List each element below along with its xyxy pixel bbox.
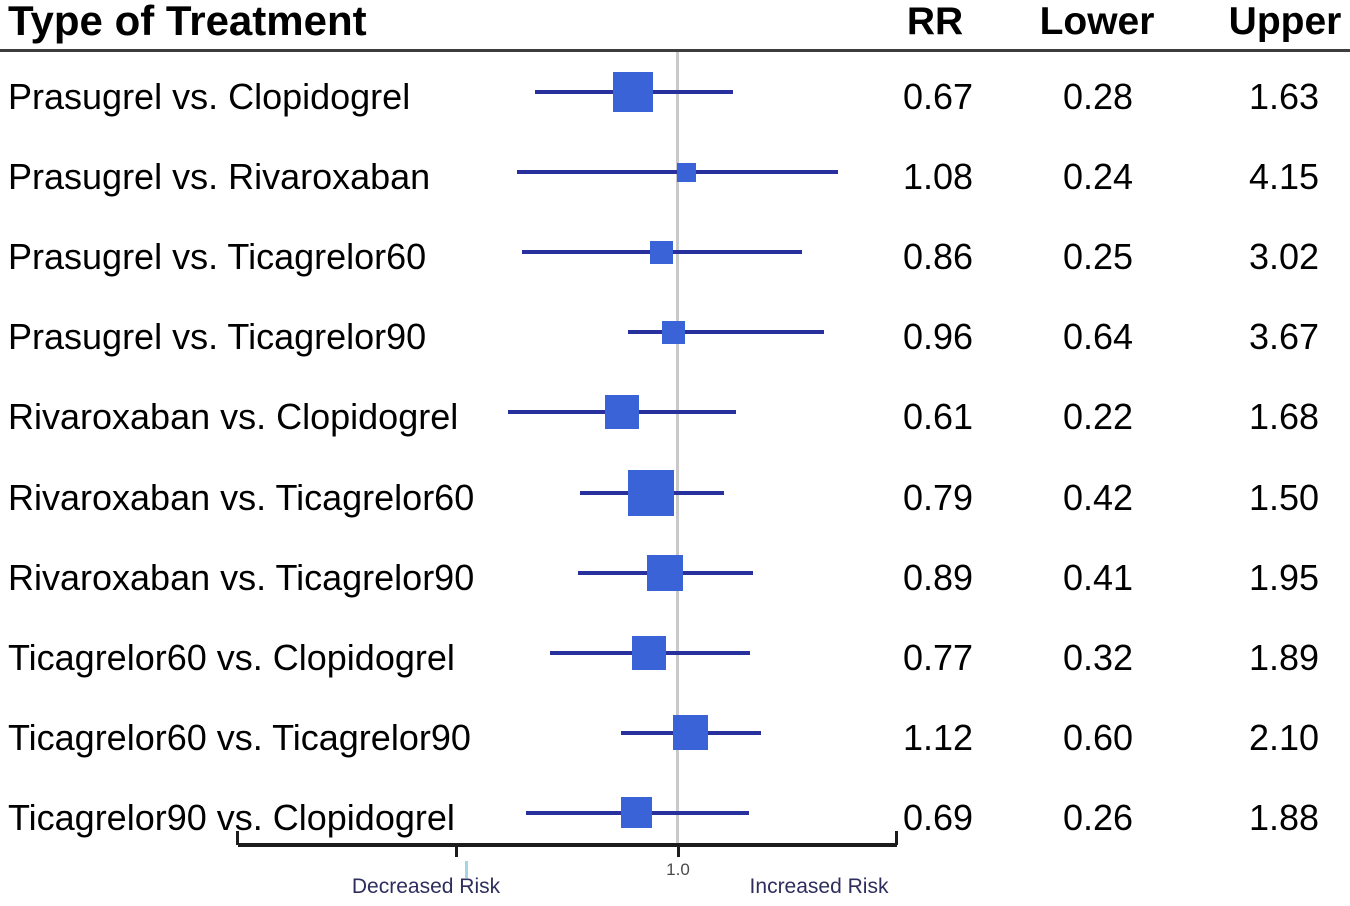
column-header-lower: Lower (1039, 0, 1155, 43)
ci-line (627, 330, 825, 335)
point-estimate-marker (646, 554, 683, 591)
decreased-risk-label: Decreased Risk (351, 875, 501, 898)
point-estimate-marker (631, 635, 666, 670)
lower-value: 0.42 (1062, 476, 1134, 518)
lower-value: 0.41 (1062, 556, 1134, 598)
x-axis-line (237, 843, 897, 847)
rr-value: 0.89 (902, 556, 974, 598)
treatment-label: Prasugrel vs. Clopidogrel (8, 76, 411, 117)
axis-end-tick (236, 831, 240, 845)
axis-tick (455, 845, 459, 857)
lower-value: 0.25 (1062, 236, 1134, 278)
treatment-label: Prasugrel vs. Ticagrelor60 (8, 236, 427, 278)
faint-minor-tick (464, 861, 468, 878)
lower-value: 0.60 (1062, 716, 1134, 758)
rr-value: 1.12 (902, 716, 974, 758)
point-estimate-marker (628, 469, 675, 516)
increased-risk-label: Increased Risk (749, 875, 889, 898)
point-estimate-marker (620, 797, 652, 829)
axis-ref-tick-label: 1.0 (666, 860, 690, 879)
rr-value: 0.86 (902, 236, 974, 278)
rr-value: 0.67 (902, 76, 974, 117)
treatment-label: Prasugrel vs. Ticagrelor90 (8, 316, 427, 358)
upper-value: 1.89 (1248, 636, 1320, 678)
header-divider (0, 49, 1350, 52)
upper-value: 3.67 (1248, 316, 1320, 358)
upper-value: 4.15 (1248, 156, 1320, 198)
lower-value: 0.22 (1062, 396, 1134, 438)
treatment-label: Ticagrelor60 vs. Ticagrelor90 (8, 716, 471, 758)
point-estimate-marker (673, 715, 709, 751)
rr-value: 1.08 (902, 156, 974, 198)
axis-tick (676, 845, 680, 857)
point-estimate-marker (612, 72, 653, 112)
upper-value: 1.50 (1248, 476, 1320, 518)
upper-value: 1.88 (1248, 796, 1320, 838)
reference-line (676, 52, 679, 845)
treatment-label: Rivaroxaban vs. Ticagrelor60 (8, 476, 475, 518)
treatment-label: Rivaroxaban vs. Ticagrelor90 (8, 556, 475, 598)
point-estimate-marker (661, 320, 685, 344)
axis-end-tick (895, 831, 899, 845)
lower-value: 0.64 (1062, 316, 1134, 358)
column-header-treatment: Type of Treatment (8, 0, 367, 44)
upper-value: 1.68 (1248, 396, 1320, 438)
rr-value: 0.96 (902, 316, 974, 358)
column-header-rr: RR (906, 0, 964, 43)
upper-value: 1.63 (1248, 76, 1320, 117)
upper-value: 3.02 (1248, 236, 1320, 278)
upper-value: 1.95 (1248, 556, 1320, 598)
upper-value: 2.10 (1248, 716, 1320, 758)
treatment-label: Rivaroxaban vs. Clopidogrel (8, 396, 459, 438)
rr-value: 0.61 (902, 396, 974, 438)
treatment-label: Ticagrelor60 vs. Clopidogrel (8, 636, 455, 678)
treatment-label: Prasugrel vs. Rivaroxaban (8, 156, 431, 198)
point-estimate-marker (605, 395, 640, 430)
point-estimate-marker (677, 162, 697, 182)
point-estimate-marker (649, 240, 673, 264)
treatment-label: Ticagrelor90 vs. Clopidogrel (8, 796, 455, 838)
lower-value: 0.28 (1062, 76, 1134, 117)
lower-value: 0.26 (1062, 796, 1134, 838)
rr-value: 0.77 (902, 636, 974, 678)
lower-value: 0.24 (1062, 156, 1134, 198)
column-header-upper: Upper (1228, 0, 1342, 43)
rr-value: 0.79 (902, 476, 974, 518)
lower-value: 0.32 (1062, 636, 1134, 678)
rr-value: 0.69 (902, 796, 974, 838)
